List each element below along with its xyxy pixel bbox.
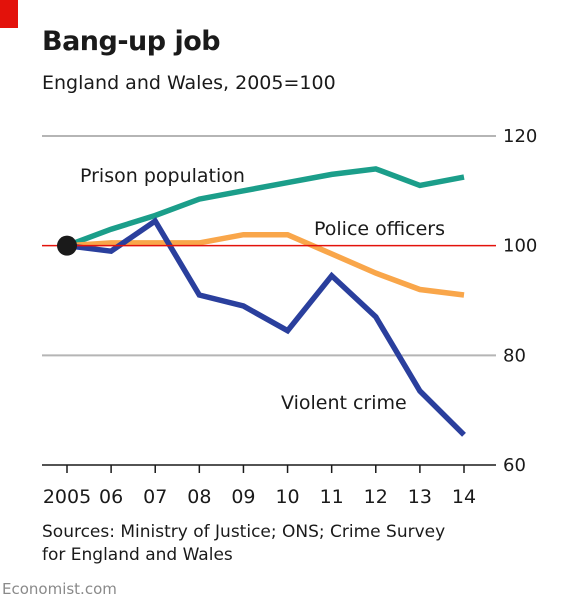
economist-brand: Economist.com xyxy=(2,580,117,598)
series-label-prison-population: Prison population xyxy=(80,165,245,187)
x-tick-label-2014: 14 xyxy=(452,486,476,508)
series-label-police-officers: Police officers xyxy=(314,218,445,240)
series-label-violent-crime: Violent crime xyxy=(281,392,407,414)
x-tick-label-2009: 09 xyxy=(231,486,255,508)
series-line-police-officers xyxy=(66,231,465,298)
series-line-prison-population xyxy=(66,166,465,249)
origin-marker xyxy=(57,235,77,256)
x-tick-label-2011: 11 xyxy=(320,486,344,508)
brand-red-tab xyxy=(0,0,18,28)
x-tick-label-2005: 2005 xyxy=(43,486,91,508)
source-line-1: Sources: Ministry of Justice; ONS; Crime… xyxy=(42,522,446,542)
x-tick-label-2007: 07 xyxy=(143,486,167,508)
x-tick-label-2013: 13 xyxy=(408,486,432,508)
x-tick-label-2012: 12 xyxy=(364,486,388,508)
series-line-violent-crime xyxy=(66,217,466,437)
chart-title: Bang-up job xyxy=(42,26,221,57)
y-tick-label-100: 100 xyxy=(503,236,537,257)
source-note: Sources: Ministry of Justice; ONS; Crime… xyxy=(42,521,445,567)
source-line-2: for England and Wales xyxy=(42,545,233,565)
y-tick-label-120: 120 xyxy=(503,126,537,147)
x-tick-label-2008: 08 xyxy=(187,486,211,508)
x-tick-label-2006: 06 xyxy=(99,486,123,508)
y-tick-label-60: 60 xyxy=(503,455,526,476)
chart-subtitle: England and Wales, 2005=100 xyxy=(42,72,336,94)
y-tick-label-80: 80 xyxy=(503,345,526,366)
x-tick-label-2010: 10 xyxy=(275,486,299,508)
